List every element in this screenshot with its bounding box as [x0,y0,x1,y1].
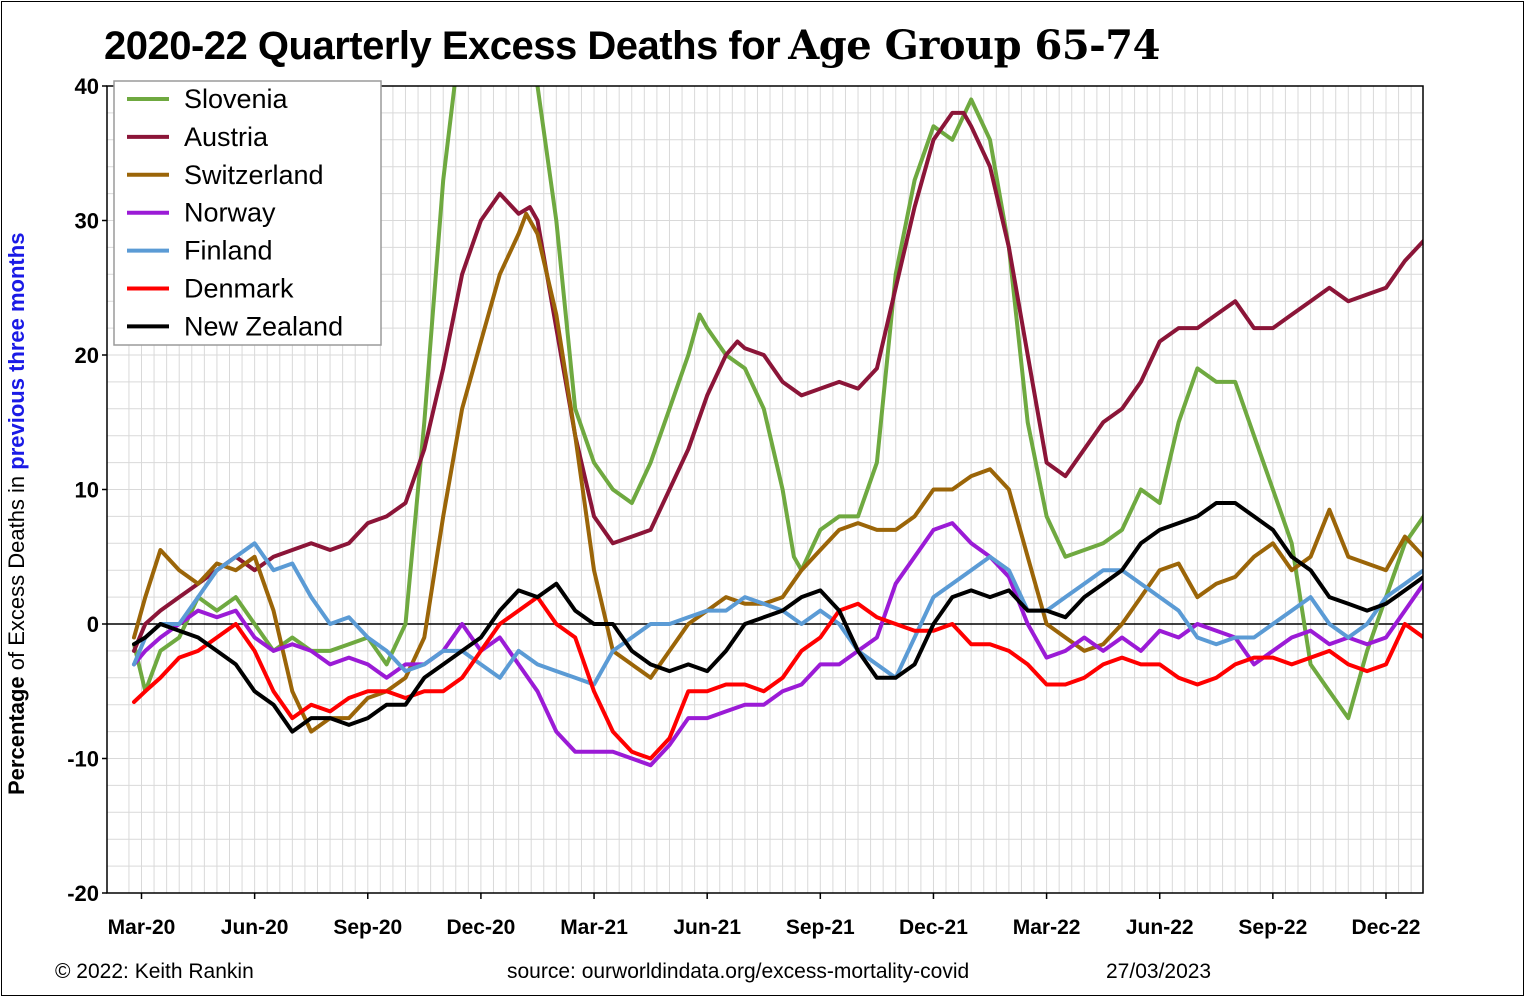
x-tick-label: Mar-21 [560,916,628,939]
series-line-norway [132,521,1423,768]
title-bold: Age Group 65-74 [788,22,1160,69]
x-tick-label: Mar-22 [1013,916,1081,939]
x-tick-label: Sep-20 [333,916,402,939]
x-tick-label: Jun-21 [673,916,741,939]
x-tick-label: Dec-22 [1352,916,1421,939]
y-tick-label: -10 [67,747,99,772]
y-tick-label: 30 [75,209,99,234]
y-tick-label: 10 [75,478,99,503]
series-line-new-zealand [132,501,1423,734]
footer-copyright: © 2022: Keith Rankin [55,960,254,983]
legend-label: Switzerland [184,160,324,190]
y-tick-label: 40 [75,74,99,99]
x-tick-label: Sep-21 [786,916,855,939]
series-layer [132,86,1423,768]
legend-label: Denmark [184,274,294,304]
x-tick-label: Dec-21 [899,916,968,939]
axes-layer: -20 -10 0 10 20 30 40 Mar-20 Jun-20 Sep-20 Dec-20 M… [67,74,1424,939]
series-line-austria [132,110,1423,653]
legend-label: Norway [184,198,276,228]
legend-label: Slovenia [184,84,289,114]
y-tick-label: 0 [87,612,99,637]
series-line-finland [132,541,1423,687]
y-tick-label: 20 [75,343,99,368]
x-tick-label: Mar-20 [108,916,176,939]
title-regular: 2020-22 Quarterly Excess Deaths for [104,24,781,68]
legend: Slovenia Austria Switzerland Norway Finland D… [113,80,382,346]
x-tick-label: Jun-20 [221,916,289,939]
legend-label: Finland [184,236,273,266]
chart-title: 2020-22 Quarterly Excess Deaths for Age G… [104,22,1160,69]
grid-layer [107,85,1423,894]
legend-label: Austria [184,122,269,152]
x-tick-label: Sep-22 [1238,916,1307,939]
legend-label: New Zealand [184,311,343,341]
series-line-slovenia [132,86,1423,721]
footer-source: source: ourworldindata.org/excess-mortal… [507,960,970,983]
y-tick-label: -20 [67,881,99,906]
x-tick-label: Dec-20 [446,916,515,939]
series-line-switzerland [132,211,1423,734]
footer-date: 27/03/2023 [1106,960,1212,983]
x-tick-label: Jun-22 [1126,916,1194,939]
series-line-denmark [132,595,1423,761]
